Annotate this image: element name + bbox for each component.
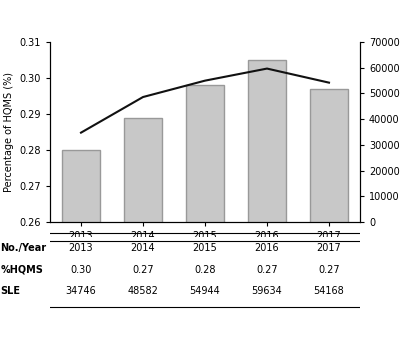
Bar [62, 150, 100, 349]
Bar [248, 60, 286, 349]
Bar [310, 89, 348, 349]
Y-axis label: Percentage of HQMS (%): Percentage of HQMS (%) [4, 72, 14, 192]
Bar [186, 85, 224, 349]
X-axis label: Year: Year [195, 247, 215, 257]
Bar [124, 118, 162, 349]
